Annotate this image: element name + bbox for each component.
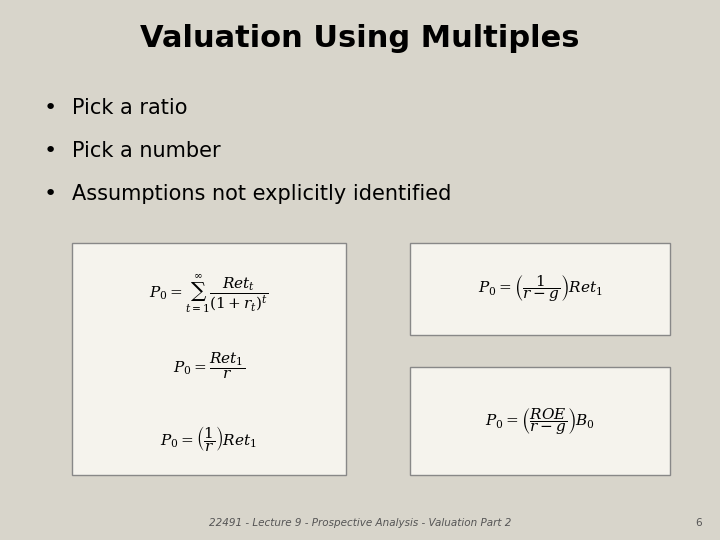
Text: $P_0 = \sum_{t=1}^{\infty} \dfrac{Ret_t}{(1+r_t)^t}$: $P_0 = \sum_{t=1}^{\infty} \dfrac{Ret_t}… [149,273,269,315]
Text: $P_0 = \dfrac{Ret_1}{r}$: $P_0 = \dfrac{Ret_1}{r}$ [173,351,245,381]
Text: 22491 - Lecture 9 - Prospective Analysis - Valuation Part 2: 22491 - Lecture 9 - Prospective Analysis… [209,518,511,528]
Text: •: • [43,184,56,205]
FancyBboxPatch shape [410,243,670,335]
Text: Pick a number: Pick a number [72,141,220,161]
Text: Valuation Using Multiples: Valuation Using Multiples [140,24,580,53]
Text: 6: 6 [696,518,702,528]
Text: Assumptions not explicitly identified: Assumptions not explicitly identified [72,184,451,205]
Text: $P_0 = \left(\dfrac{1}{r}\right) Ret_1$: $P_0 = \left(\dfrac{1}{r}\right) Ret_1$ [161,423,257,453]
Text: $P_0 = \left(\dfrac{ROE}{r-g}\right) B_0$: $P_0 = \left(\dfrac{ROE}{r-g}\right) B_0… [485,406,595,436]
Text: Pick a ratio: Pick a ratio [72,98,187,118]
FancyBboxPatch shape [72,243,346,475]
FancyBboxPatch shape [410,367,670,475]
Text: •: • [43,141,56,161]
Text: •: • [43,98,56,118]
Text: $P_0 = \left(\dfrac{1}{r-g}\right) Ret_1$: $P_0 = \left(\dfrac{1}{r-g}\right) Ret_1… [477,274,603,304]
